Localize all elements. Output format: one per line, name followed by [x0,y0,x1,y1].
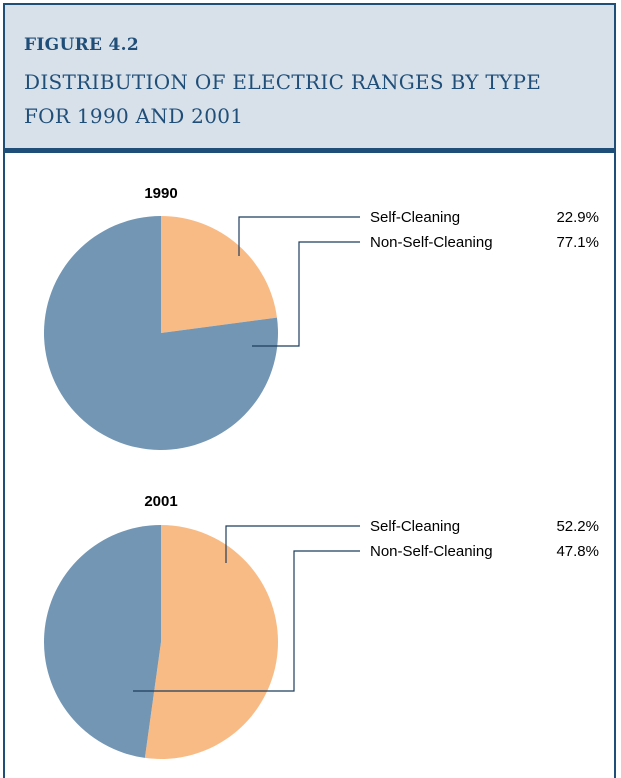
slice-value-2001-self-cleaning: 52.2% [556,518,599,535]
slice-value-1990-non-self-cleaning: 77.1% [556,234,599,251]
pie-slice-1990-self-cleaning [161,216,277,333]
pie-slice-1990-non-self-cleaning [44,216,279,450]
pie-slice-2001-non-self-cleaning [44,525,161,758]
slice-label-1990-self-cleaning: Self-Cleaning [370,209,460,226]
figure-title: DISTRIBUTION OF ELECTRIC RANGES BY TYPE … [24,65,584,133]
leader-line-2001-non-self-cleaning [133,550,360,692]
leader-line-1990-non-self-cleaning [252,241,360,347]
slice-value-1990-self-cleaning: 22.9% [556,209,599,226]
pie-slice-2001-self-cleaning [144,525,279,759]
figure-title-line-2: FOR 1990 AND 2001 [24,104,244,128]
chart-title-2001: 2001 [144,493,177,510]
leader-line-1990-self-cleaning [238,216,360,256]
figure-title-line-1: DISTRIBUTION OF ELECTRIC RANGES BY TYPE [24,70,542,94]
figure-header: FIGURE 4.2 DISTRIBUTION OF ELECTRIC RANG… [5,5,614,153]
slice-value-2001-non-self-cleaning: 47.8% [556,543,599,560]
figure-number: FIGURE 4.2 [24,35,139,55]
chart-title-1990: 1990 [144,185,177,202]
leader-line-2001-self-cleaning [225,525,360,563]
slice-label-2001-non-self-cleaning: Non-Self-Cleaning [370,543,493,560]
slice-label-1990-non-self-cleaning: Non-Self-Cleaning [370,234,493,251]
slice-label-2001-self-cleaning: Self-Cleaning [370,518,460,535]
